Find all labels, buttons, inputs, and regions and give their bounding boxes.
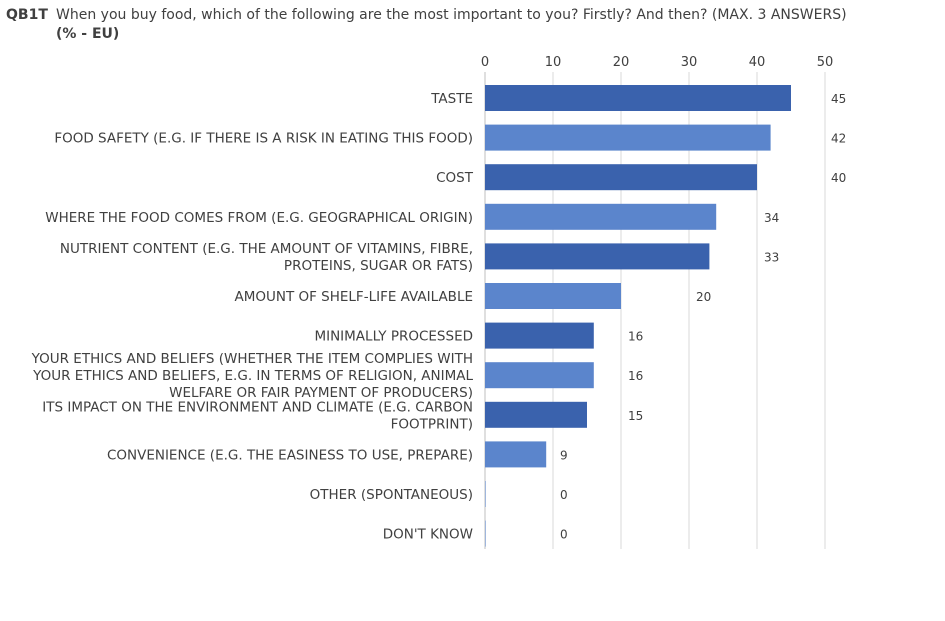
- category-label: DON'T KNOW: [383, 527, 473, 543]
- bar: [485, 322, 594, 349]
- category-label: YOUR ETHICS AND BELIEFS, E.G. IN TERMS O…: [32, 368, 473, 384]
- question-code: QB1T: [6, 7, 48, 23]
- category-label: OTHER (SPONTANEOUS): [310, 487, 473, 503]
- data-label: 16: [628, 330, 643, 344]
- category-label: YOUR ETHICS AND BELIEFS (WHETHER THE ITE…: [31, 351, 473, 367]
- category-label: PROTEINS, SUGAR OR FATS): [284, 258, 473, 274]
- data-label: 20: [696, 290, 711, 304]
- category-label: ITS IMPACT ON THE ENVIRONMENT AND CLIMAT…: [42, 399, 473, 415]
- bar: [485, 203, 717, 230]
- category-label: TASTE: [430, 91, 473, 107]
- question-text: When you buy food, which of the followin…: [56, 7, 847, 23]
- bar: [485, 362, 594, 389]
- bar: [485, 283, 621, 309]
- x-tick-label: 0: [481, 55, 489, 70]
- category-label: CONVENIENCE (E.G. THE EASINESS TO USE, P…: [107, 447, 473, 463]
- data-label: 45: [831, 92, 846, 106]
- bar: [485, 124, 771, 151]
- category-label: MINIMALLY PROCESSED: [314, 329, 473, 345]
- x-tick-label: 10: [545, 55, 562, 70]
- category-label: FOOD SAFETY (E.G. IF THERE IS A RISK IN …: [54, 131, 473, 147]
- category-label: NUTRIENT CONTENT (E.G. THE AMOUNT OF VIT…: [60, 241, 473, 257]
- data-label: 0: [560, 528, 568, 542]
- category-label: WHERE THE FOOD COMES FROM (E.G. GEOGRAPH…: [45, 210, 473, 226]
- data-label: 42: [831, 132, 846, 146]
- x-tick-label: 40: [749, 55, 766, 70]
- bar: [485, 441, 547, 468]
- bar: [485, 520, 486, 547]
- x-tick-label: 30: [681, 55, 698, 70]
- category-label: COST: [436, 170, 474, 186]
- data-label: 16: [628, 369, 643, 383]
- bar: [485, 243, 710, 270]
- data-label: 0: [560, 488, 568, 502]
- x-tick-label: 50: [817, 55, 834, 70]
- category-label: WELFARE OR FAIR PAYMENT OF PRODUCERS): [169, 385, 473, 401]
- bar: [485, 164, 757, 191]
- data-label: 9: [560, 448, 568, 462]
- bar: [485, 85, 791, 111]
- bar: [485, 401, 587, 428]
- data-label: 34: [764, 211, 779, 225]
- category-label: FOOTPRINT): [391, 416, 473, 432]
- data-label: 15: [628, 409, 643, 423]
- data-label: 33: [764, 250, 779, 264]
- x-tick-label: 20: [613, 55, 630, 70]
- category-label: AMOUNT OF SHELF-LIFE AVAILABLE: [234, 289, 473, 305]
- unit-label: (% - EU): [56, 26, 120, 42]
- bar: [485, 481, 486, 507]
- data-label: 40: [831, 171, 846, 185]
